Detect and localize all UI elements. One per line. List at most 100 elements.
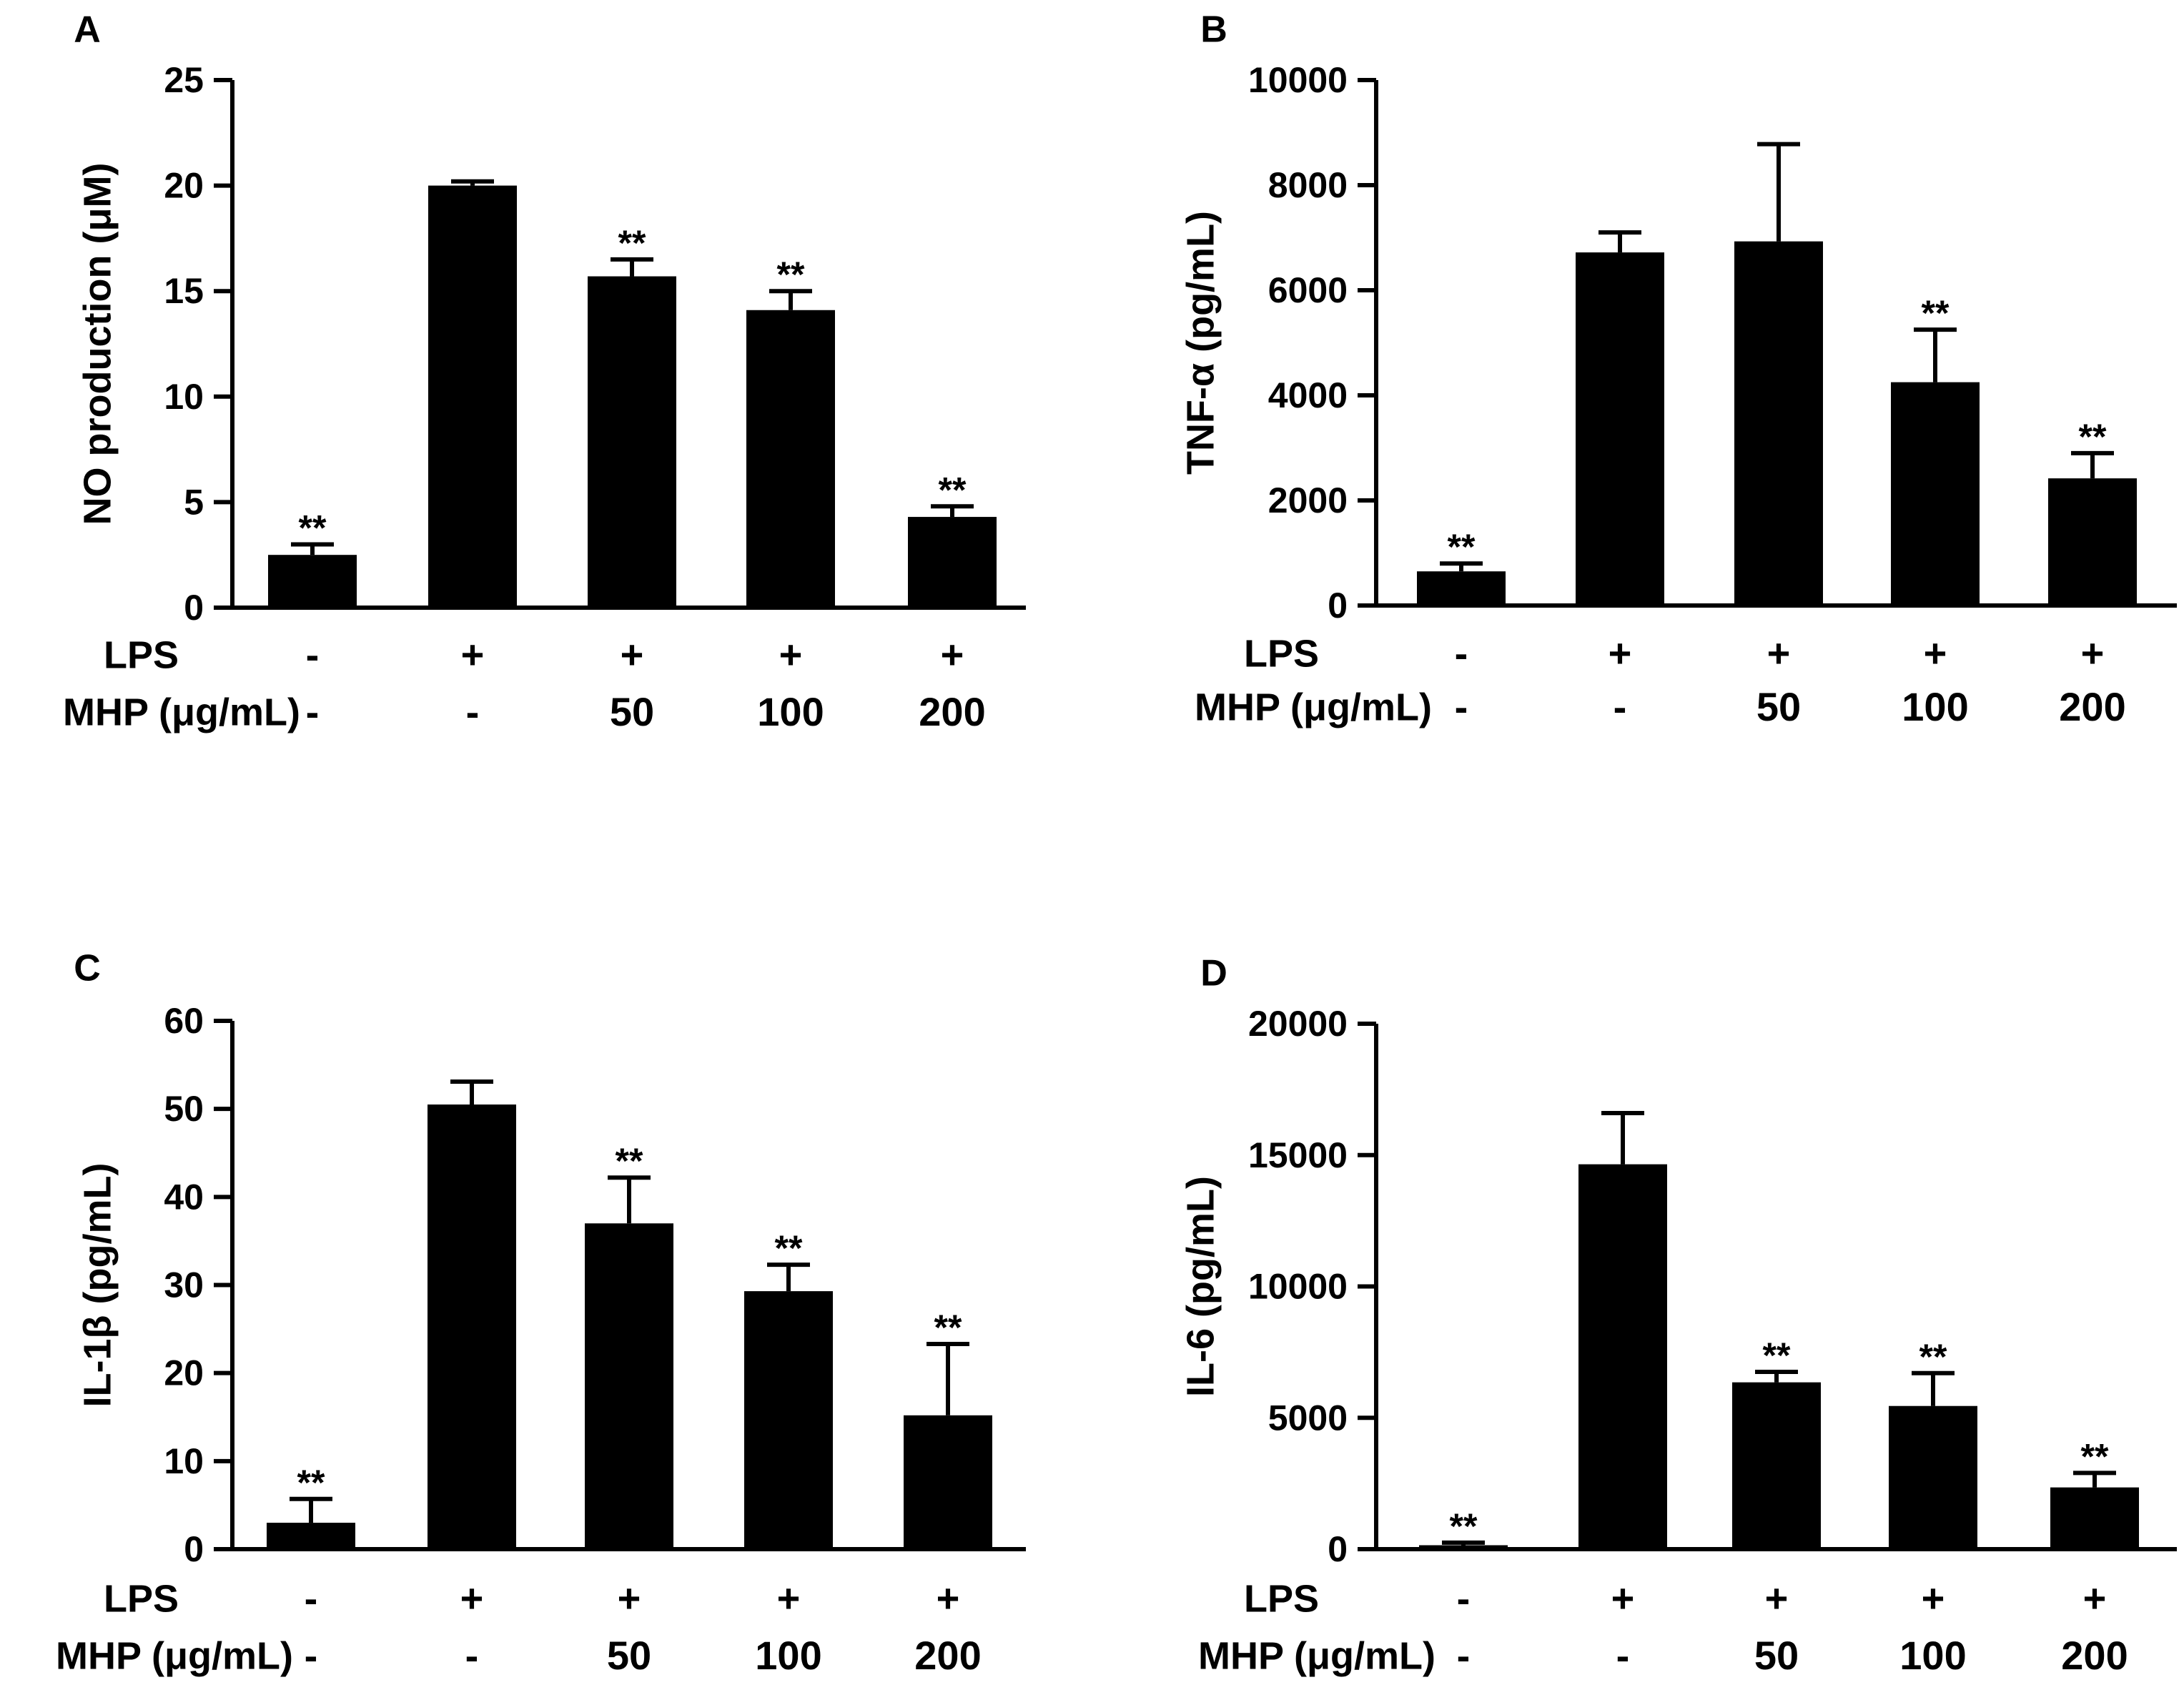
lps-value: + — [1924, 631, 1947, 676]
mhp-value: 100 — [755, 1633, 821, 1678]
bar — [268, 555, 357, 608]
lps-value: + — [941, 632, 964, 677]
significance-marker: ** — [777, 255, 805, 295]
mhp-value: - — [305, 1633, 318, 1678]
y-axis-label: IL-1β (pg/mL) — [76, 1163, 119, 1408]
y-tick-label: 25 — [164, 60, 204, 100]
y-tick-label: 10000 — [1248, 60, 1348, 100]
y-tick-label: 40 — [164, 1177, 204, 1217]
y-tick-label: 0 — [1328, 585, 1348, 626]
y-axis-label: NO production (μM) — [76, 163, 119, 525]
bar — [428, 1105, 516, 1549]
lps-value: + — [1767, 631, 1791, 676]
bar — [267, 1523, 355, 1549]
lps-value: + — [618, 1576, 641, 1621]
significance-marker: ** — [934, 1308, 962, 1348]
lps-value: + — [461, 632, 485, 677]
y-axis-label: IL-6 (pg/mL) — [1179, 1176, 1222, 1397]
mhp-value: 200 — [919, 689, 985, 734]
bar — [2048, 478, 2137, 606]
y-tick-label: 15 — [164, 271, 204, 311]
mhp-value: - — [306, 689, 320, 734]
mhp-value: 50 — [1754, 1633, 1799, 1678]
y-tick-label: 10000 — [1248, 1267, 1348, 1307]
bar — [908, 517, 997, 608]
y-tick-label: 4000 — [1268, 375, 1348, 415]
panel-label: C — [74, 948, 101, 989]
mhp-value: 100 — [757, 689, 824, 734]
y-tick-label: 0 — [1328, 1529, 1348, 1569]
lps-value: + — [1765, 1576, 1789, 1621]
mhp-value: 200 — [2059, 684, 2125, 729]
lps-value: + — [460, 1576, 484, 1621]
lps-value: - — [305, 1576, 318, 1621]
mhp-value: 100 — [1899, 1633, 1966, 1678]
y-tick-label: 60 — [164, 1001, 204, 1041]
panel-label: D — [1200, 953, 1227, 994]
bar — [744, 1291, 833, 1549]
significance-marker: ** — [1450, 1506, 1478, 1546]
mhp-value: 50 — [610, 689, 654, 734]
bar — [1576, 252, 1664, 606]
lps-value: + — [1611, 1576, 1635, 1621]
y-tick-label: 5 — [184, 482, 204, 522]
significance-marker: ** — [775, 1228, 803, 1268]
y-axis-label: TNF-α (pg/mL) — [1179, 211, 1222, 475]
mhp-value: - — [466, 689, 480, 734]
significance-marker: ** — [616, 1141, 643, 1181]
bar — [1732, 1382, 1821, 1549]
y-tick-label: 10 — [164, 1441, 204, 1481]
lps-row-label: LPS — [1244, 1577, 1319, 1620]
y-tick-label: 20 — [164, 1353, 204, 1393]
mhp-value: - — [1455, 684, 1468, 729]
panel-b: B 0 2000 4000 6000 8000 10000 TNF-α (pg/mL) ** - -… — [1179, 9, 2177, 729]
bar — [1891, 382, 1980, 606]
significance-marker: ** — [618, 223, 646, 263]
mhp-value: - — [1457, 1633, 1471, 1678]
panel-d: D 0 5000 10000 15000 20000 IL-6 (pg/mL) ** - - + - *… — [1179, 953, 2177, 1678]
y-tick-label: 2000 — [1268, 480, 1348, 520]
bar — [1889, 1405, 1977, 1549]
significance-marker: ** — [1919, 1337, 1947, 1377]
lps-value: + — [937, 1576, 960, 1621]
panel-c: C 0 10 20 30 40 50 60 IL-1β (pg/mL) ** - - + - ** +50 **… — [56, 948, 1026, 1678]
mhp-row-label: MHP (μg/mL) — [56, 1634, 293, 1677]
y-tick-label: 20000 — [1248, 1004, 1348, 1044]
mhp-value: 50 — [1756, 684, 1801, 729]
panel-label: B — [1200, 9, 1227, 51]
mhp-value: - — [465, 1633, 479, 1678]
y-tick-label: 50 — [164, 1089, 204, 1129]
bar — [1734, 241, 1823, 606]
lps-value: + — [779, 632, 803, 677]
lps-value: - — [306, 632, 320, 677]
bar — [746, 310, 835, 608]
significance-marker: ** — [2081, 1436, 2109, 1476]
significance-marker: ** — [1763, 1335, 1791, 1375]
lps-value: + — [2081, 631, 2105, 676]
bar — [585, 1223, 673, 1549]
bar — [1578, 1164, 1667, 1549]
significance-marker: ** — [299, 508, 327, 548]
y-tick-label: 5000 — [1268, 1398, 1348, 1438]
y-tick-label: 0 — [184, 588, 204, 628]
lps-value: + — [777, 1576, 801, 1621]
mhp-value: 200 — [2061, 1633, 2128, 1678]
bar — [1419, 1545, 1508, 1549]
panel-label: A — [74, 9, 101, 51]
mhp-row-label: MHP (μg/mL) — [1195, 686, 1432, 728]
y-tick-label: 6000 — [1268, 270, 1348, 310]
lps-value: - — [1457, 1576, 1471, 1621]
y-tick-label: 15000 — [1248, 1135, 1348, 1175]
bar — [904, 1415, 992, 1549]
lps-row-label: LPS — [1244, 632, 1319, 675]
significance-marker: ** — [939, 470, 967, 510]
y-tick-label: 30 — [164, 1265, 204, 1305]
mhp-value: - — [1616, 1633, 1630, 1678]
significance-marker: ** — [297, 1463, 325, 1503]
bar — [1417, 571, 1506, 606]
y-tick-label: 0 — [184, 1529, 204, 1569]
lps-value: + — [2083, 1576, 2107, 1621]
lps-value: + — [621, 632, 644, 677]
y-tick-label: 8000 — [1268, 165, 1348, 205]
